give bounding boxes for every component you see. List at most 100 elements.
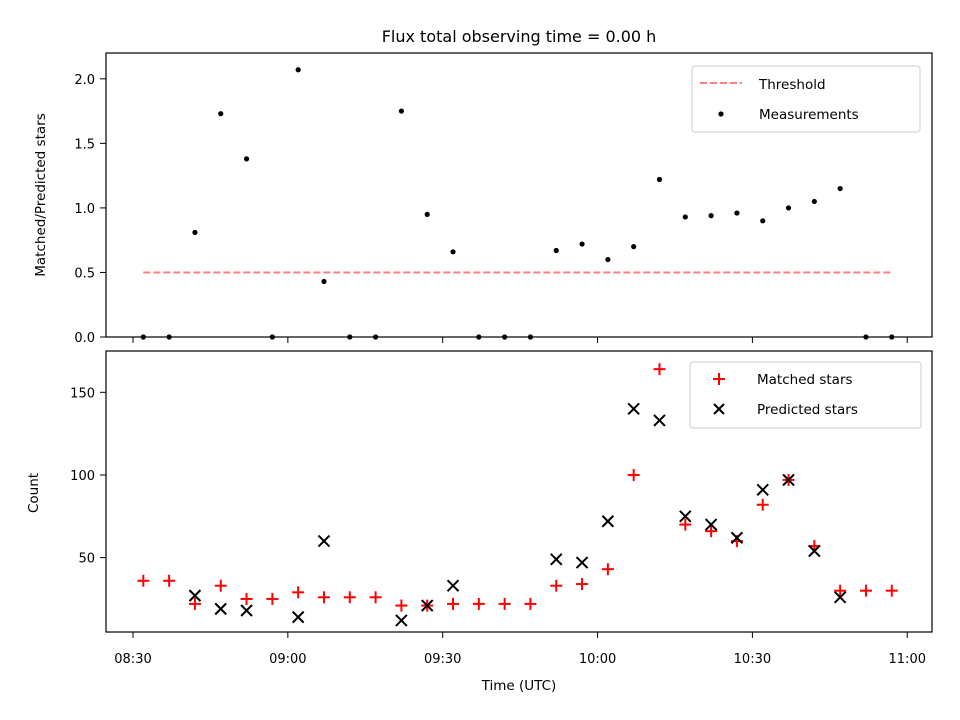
measurement-point (269, 334, 275, 340)
measurement-point (243, 156, 250, 162)
measurement-point (734, 210, 740, 216)
measurement-point (889, 334, 895, 340)
matched-stars-point (317, 591, 330, 604)
matched-stars-point (498, 597, 511, 610)
top-legend: Threshold Measurements (691, 65, 921, 133)
legend-predicted-label: Predicted stars (757, 402, 858, 418)
measurement-point (760, 218, 766, 224)
marker-stroke (291, 610, 305, 624)
marker-stroke (317, 534, 331, 548)
marker-stroke (756, 483, 769, 497)
matched-stars-point (601, 563, 614, 576)
measurement-point (476, 334, 482, 340)
x-tick-label: 08:30 (114, 652, 151, 667)
measurement-point (579, 241, 585, 247)
matched-stars-point (369, 591, 382, 604)
marker-stroke (421, 599, 434, 612)
predicted-stars-point (782, 473, 795, 487)
bottom-axes-frame (105, 350, 933, 633)
matched-stars-point (188, 597, 201, 610)
marker-stroke (550, 553, 563, 566)
predicted-stars-point (833, 591, 847, 604)
measurement-point (192, 229, 198, 236)
predicted-stars-point (446, 579, 460, 592)
bottom-y-ticks: 50 100 150 (70, 386, 106, 567)
legend-measurements-label: Measurements (759, 107, 859, 123)
matched-stars-point (834, 584, 847, 597)
measurement-point (785, 205, 792, 211)
top-plot-area (140, 67, 895, 340)
measurement-point (372, 334, 379, 340)
x-tick-label: 09:00 (269, 652, 306, 667)
predicted-stars-point (188, 589, 202, 602)
matched-stars-point (214, 579, 227, 592)
matched-stars-point (137, 574, 150, 587)
matched-stars-point (576, 578, 589, 591)
measurement-point (631, 244, 637, 250)
top-axes-frame (105, 52, 933, 338)
x-tick-label: 09:30 (424, 652, 461, 667)
marker-stroke (730, 531, 744, 544)
bottom-x-ticks: 08:30 09:00 09:30 10:00 10:30 11:00 (114, 632, 926, 667)
marker-stroke (575, 556, 589, 569)
y-tick-label: 150 (70, 386, 95, 401)
measurement-point (553, 247, 559, 254)
matched-stars-point (266, 592, 279, 605)
measurement-point (811, 198, 817, 205)
x-tick-label: 10:00 (579, 652, 616, 667)
predicted-stars-point (550, 553, 563, 566)
predicted-stars-point (808, 544, 821, 558)
y-tick-label: 1.0 (74, 202, 95, 217)
predicted-stars-point (421, 599, 434, 612)
matched-stars-point (163, 574, 176, 587)
y-tick-label: 0.5 (74, 266, 95, 281)
legend-threshold-label: Threshold (758, 77, 826, 93)
measurement-point (656, 176, 663, 183)
y-tick-label: 100 (70, 469, 95, 484)
predicted-stars-point (291, 610, 305, 624)
measurement-point (140, 334, 146, 340)
predicted-stars-point (704, 518, 718, 531)
predicted-stars-point (653, 414, 666, 427)
predicted-stars-point (214, 602, 227, 616)
matched-stars-point (447, 597, 460, 610)
matched-stars-point (885, 584, 898, 597)
marker-stroke (601, 515, 615, 528)
matched-stars-point (343, 591, 356, 604)
measurement-point (321, 278, 327, 285)
matched-stars-point (653, 363, 666, 376)
matched-stars-point (292, 586, 305, 599)
top-axes: 0.00.51.01.52.0 Matched/Predicted stars … (33, 52, 933, 346)
matched-stars-point (240, 592, 253, 605)
bottom-plot-area (137, 363, 898, 627)
matched-stars-point (472, 597, 485, 610)
measurement-point (424, 211, 430, 217)
predicted-stars-point (240, 604, 253, 617)
measurement-point (605, 256, 611, 263)
matched-stars-point (524, 597, 537, 610)
measurement-point (708, 213, 714, 219)
matched-stars-point (395, 599, 408, 612)
legend-measurements-swatch (718, 111, 724, 117)
marker-stroke (653, 414, 666, 427)
measurement-point (398, 108, 405, 114)
marker-stroke (704, 518, 718, 531)
y-tick-label: 0.0 (74, 331, 95, 346)
marker-stroke (214, 602, 227, 616)
x-tick-label: 10:30 (734, 652, 771, 667)
marker-stroke (446, 579, 460, 592)
top-legend-box (691, 65, 921, 133)
legend-matched-label: Matched stars (757, 372, 853, 388)
measurement-point (450, 249, 456, 255)
measurement-point (295, 67, 301, 73)
bottom-y-axis-label: Count (26, 473, 42, 513)
predicted-stars-point (679, 510, 692, 523)
measurement-point (166, 334, 172, 340)
predicted-stars-point (756, 483, 769, 497)
predicted-stars-point (317, 534, 331, 548)
chart-title: Flux total observing time = 0.00 h (382, 27, 657, 46)
y-tick-label: 2.0 (74, 73, 95, 88)
marker-stroke (679, 510, 692, 523)
